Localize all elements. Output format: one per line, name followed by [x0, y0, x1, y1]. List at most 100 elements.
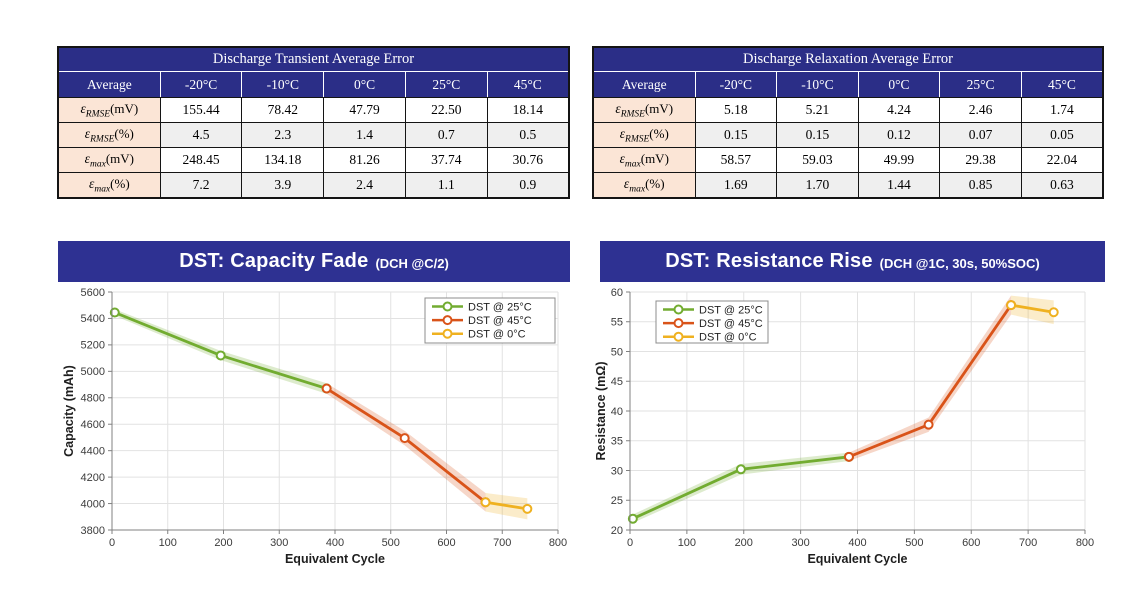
x-tick-label: 700 — [493, 537, 511, 549]
capacity-fade-chart: 0 100 200 300 400 500 600 700 800 3800 4000 4200 440… — [62, 287, 567, 566]
table-title: Discharge Relaxation Average Error — [592, 46, 1104, 72]
x-tick-label: 500 — [905, 537, 923, 549]
x-tick-label: 800 — [549, 537, 567, 549]
data-point-marker — [321, 383, 332, 394]
chart-title: DST: Capacity Fade — [179, 250, 369, 272]
x-tick-label: 500 — [382, 537, 400, 549]
relaxation-error-table: Discharge Relaxation Average Error Avera… — [592, 46, 1104, 199]
data-point-marker — [627, 513, 638, 524]
data-point-marker — [109, 307, 120, 318]
value-cell: 58.57 — [694, 147, 778, 173]
value-cell: 5.21 — [776, 97, 859, 123]
legend-entry-label: DST @ 0°C — [468, 329, 526, 341]
table-row: εRMSE(mV) 5.18 5.21 4.24 2.46 1.74 — [592, 97, 1104, 123]
value-cell: 0.5 — [486, 122, 570, 148]
value-cell: 7.2 — [159, 172, 243, 199]
legend: DST @ 25°C DST @ 45°C DST @ 0°C — [424, 297, 556, 344]
temp-header: -10°C — [776, 71, 859, 98]
value-cell: 22.50 — [404, 97, 488, 123]
data-point-marker — [923, 419, 934, 430]
data-point-marker — [480, 497, 491, 508]
value-cell: 37.74 — [404, 147, 488, 173]
x-tick-label: 0 — [627, 537, 633, 549]
y-tick-label: 3800 — [81, 525, 105, 537]
temp-header: 0°C — [323, 71, 406, 98]
axes: 0 100 200 300 400 500 600 700 800 3800 4000 4200 440… — [62, 287, 567, 566]
capacity-fade-banner: DST: Capacity Fade (DCH @C/2) — [58, 241, 570, 282]
value-cell: 0.05 — [1020, 122, 1104, 148]
value-cell: 47.79 — [323, 97, 406, 123]
data-point-marker — [1006, 300, 1017, 311]
value-cell: 1.74 — [1020, 97, 1104, 123]
chart-subtitle: (DCH @1C, 30s, 50%SOC) — [879, 255, 1040, 271]
value-cell: 2.3 — [241, 122, 325, 148]
y-tick-label: 4600 — [81, 419, 105, 431]
axes: 0 100 200 300 400 500 600 700 800 20 25 30 35 40 45 50 5… — [595, 287, 1094, 566]
value-cell: 1.69 — [694, 172, 778, 199]
value-cell: 81.26 — [323, 147, 406, 173]
x-tick-label: 400 — [326, 537, 344, 549]
x-tick-label: 800 — [1076, 537, 1094, 549]
data-point-marker — [399, 433, 410, 444]
value-cell: 30.76 — [486, 147, 570, 173]
row-label: εmax(%) — [592, 172, 696, 199]
data-point-marker — [1048, 307, 1059, 318]
value-cell: 2.4 — [323, 172, 406, 199]
y-tick-label: 4800 — [81, 393, 105, 405]
y-tick-label: 5200 — [81, 340, 105, 352]
temp-header: -10°C — [241, 71, 325, 98]
value-cell: 1.44 — [857, 172, 941, 199]
y-tick-label: 20 — [611, 525, 623, 537]
value-cell: 155.44 — [159, 97, 243, 123]
legend-entry-label: DST @ 0°C — [699, 332, 757, 344]
temp-header: 45°C — [1020, 71, 1104, 98]
y-tick-label: 35 — [611, 436, 623, 448]
y-tick-label: 5600 — [81, 287, 105, 299]
value-cell: 49.99 — [857, 147, 941, 173]
y-tick-label: 4200 — [81, 472, 105, 484]
y-axis-label: Resistance (mΩ) — [595, 362, 608, 461]
x-tick-label: 300 — [791, 537, 809, 549]
data-point-marker — [522, 503, 533, 514]
value-cell: 29.38 — [939, 147, 1022, 173]
confidence-band — [848, 295, 1012, 461]
value-cell: 59.03 — [776, 147, 859, 173]
chart-subtitle: (DCH @C/2) — [375, 255, 449, 271]
value-cell: 5.18 — [694, 97, 778, 123]
y-axis-label: Capacity (mAh) — [62, 365, 76, 457]
value-cell: 0.15 — [694, 122, 778, 148]
value-cell: 0.12 — [857, 122, 941, 148]
value-cell: 0.15 — [776, 122, 859, 148]
series-group — [109, 307, 533, 520]
legend-entry-label: DST @ 25°C — [699, 304, 763, 316]
value-cell: 0.63 — [1020, 172, 1104, 199]
legend: DST @ 25°C DST @ 45°C DST @ 0°C — [655, 300, 769, 344]
x-tick-label: 0 — [109, 537, 115, 549]
temp-header: 45°C — [486, 71, 570, 98]
temp-header: 25°C — [939, 71, 1022, 98]
y-tick-label: 45 — [611, 376, 623, 388]
value-cell: 134.18 — [241, 147, 325, 173]
x-axis-label: Equivalent Cycle — [807, 552, 907, 566]
series-group — [627, 295, 1059, 524]
transient-error-table: Discharge Transient Average Error Averag… — [57, 46, 570, 199]
data-point-marker — [843, 451, 854, 462]
legend-entry-label: DST @ 45°C — [468, 315, 532, 327]
y-tick-label: 4400 — [81, 445, 105, 457]
x-tick-label: 600 — [437, 537, 455, 549]
value-cell: 1.4 — [323, 122, 406, 148]
y-tick-label: 40 — [611, 406, 623, 418]
temp-header: -20°C — [694, 71, 778, 98]
value-cell: 1.70 — [776, 172, 859, 199]
table-row: εRMSE(%) 4.5 2.3 1.4 0.7 0.5 — [57, 122, 570, 148]
y-tick-label: 4000 — [81, 498, 105, 510]
x-tick-label: 300 — [270, 537, 288, 549]
value-cell: 2.46 — [939, 97, 1022, 123]
corner-header: Average — [592, 71, 696, 98]
y-tick-label: 60 — [611, 287, 623, 299]
value-cell: 0.07 — [939, 122, 1022, 148]
x-tick-label: 200 — [214, 537, 232, 549]
row-label: εRMSE(%) — [57, 122, 161, 148]
value-cell: 3.9 — [241, 172, 325, 199]
row-label: εmax(mV) — [592, 147, 696, 173]
